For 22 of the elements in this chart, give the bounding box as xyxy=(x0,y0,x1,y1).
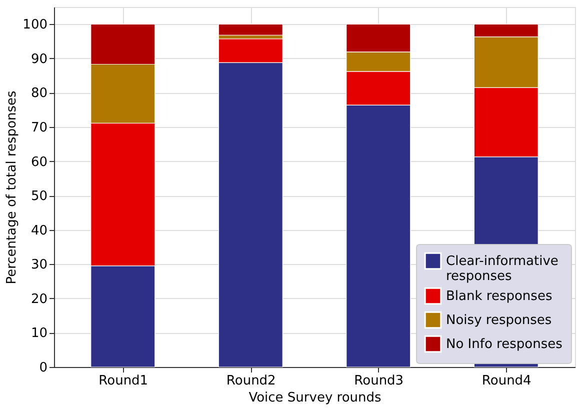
legend-label: Clear-informative responses xyxy=(446,254,558,284)
x-axis-title: Voice Survey rounds xyxy=(248,390,382,406)
y-tick-label: 80 xyxy=(30,86,48,102)
y-tick-label: 60 xyxy=(30,154,48,170)
bar xyxy=(218,24,283,36)
x-tick-label: Round1 xyxy=(98,374,148,388)
y-tick-label: 10 xyxy=(30,326,48,342)
y-tick-label: 0 xyxy=(39,360,48,376)
y-tick-label: 20 xyxy=(30,292,48,307)
y-tick-label: 40 xyxy=(30,223,48,238)
y-tick-label: 50 xyxy=(30,189,48,204)
legend-label: No Info responses xyxy=(446,337,563,352)
y-tick-label: 70 xyxy=(30,120,48,136)
x-tick-label: Round4 xyxy=(482,374,532,388)
legend-label: Blank responses xyxy=(446,289,552,304)
y-tick-label: 90 xyxy=(30,52,48,67)
x-tick-label: Round3 xyxy=(354,374,404,388)
x-tick-label: Round2 xyxy=(226,374,276,388)
legend-label: Noisy responses xyxy=(446,313,552,328)
y-axis-title: Percentage of total responses xyxy=(4,90,20,284)
y-tick-label: 30 xyxy=(30,258,48,273)
y-tick-label: 100 xyxy=(22,18,48,33)
